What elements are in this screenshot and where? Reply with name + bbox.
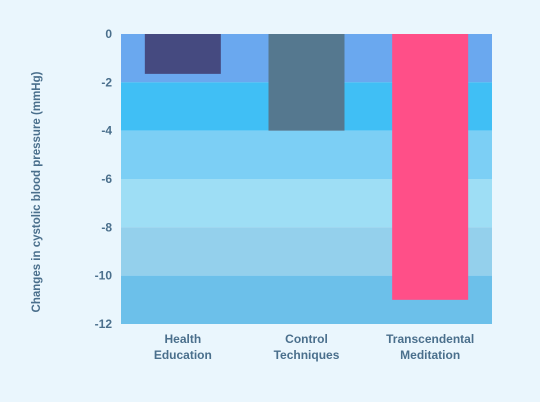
y-axis-label: Changes in cystolic blood pressure (mmHg… bbox=[31, 71, 43, 312]
y-tick-label-3: -6 bbox=[101, 172, 112, 186]
bar-2 bbox=[392, 34, 469, 300]
y-tick-label-2: -4 bbox=[101, 124, 112, 138]
x-tick-label-0-1: Education bbox=[154, 348, 212, 362]
y-axis-ticks: 0 -2 -4 -6 -8 -10 -12 bbox=[95, 27, 113, 331]
y-tick-label-6: -12 bbox=[95, 317, 113, 331]
y-tick-label-5: -10 bbox=[95, 269, 113, 283]
x-axis-labels: Health Education Control Techniques Transcen… bbox=[154, 332, 474, 362]
bar-1 bbox=[268, 34, 345, 131]
bar-0 bbox=[144, 34, 221, 74]
x-tick-label-2-0: Transcendental bbox=[386, 332, 474, 346]
x-tick-label-1-0: Control bbox=[285, 332, 328, 346]
y-tick-label-1: -2 bbox=[101, 75, 112, 89]
x-tick-label-1-1: Techniques bbox=[274, 348, 340, 362]
x-tick-label-2-1: Meditation bbox=[400, 348, 460, 362]
y-tick-label-0: 0 bbox=[105, 27, 112, 41]
bars bbox=[144, 34, 469, 300]
x-tick-label-0-0: Health bbox=[164, 332, 201, 346]
y-tick-label-4: -8 bbox=[101, 220, 112, 234]
